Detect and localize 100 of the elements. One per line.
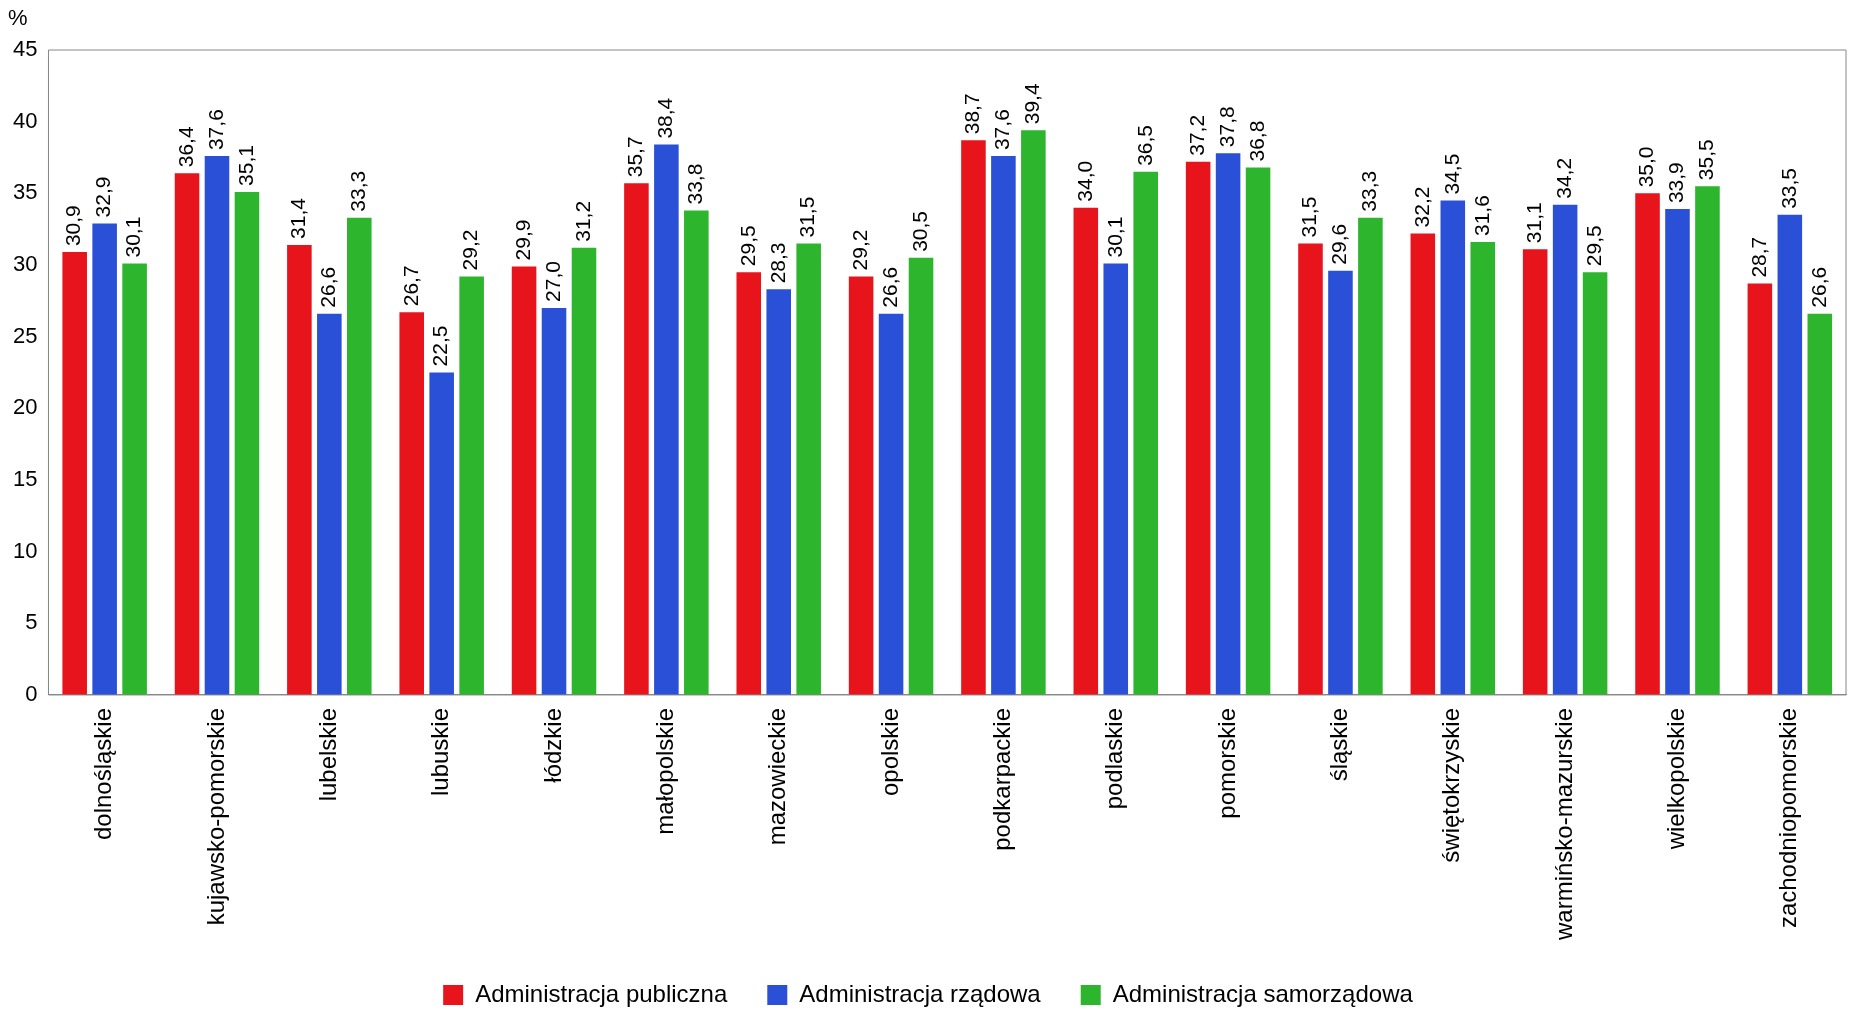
- bar: [1695, 186, 1720, 695]
- y-tick-label: 40: [12, 107, 38, 133]
- bar: [654, 144, 679, 695]
- bar: [1582, 272, 1608, 695]
- data-label: 33,8: [683, 163, 707, 205]
- data-label: 31,2: [570, 200, 594, 242]
- y-tick-label: 15: [12, 466, 38, 492]
- legend-label: Administracja samorządowa: [1112, 979, 1414, 1007]
- bar: [991, 156, 1016, 695]
- data-label: 31,6: [1469, 195, 1493, 237]
- bar: [347, 217, 372, 695]
- data-label: 39,4: [1020, 83, 1044, 125]
- x-tick-label: opolskie: [875, 707, 903, 797]
- data-label: 28,7: [1746, 236, 1770, 278]
- bar: [174, 173, 200, 695]
- bar: [1298, 243, 1323, 695]
- data-label: 30,1: [121, 216, 145, 258]
- x-tick-label: kujawsko-pomorskie: [201, 707, 229, 926]
- bar: [878, 313, 904, 695]
- bar: [796, 243, 821, 695]
- bar: [62, 252, 87, 695]
- x-tick-label: podkarpackie: [988, 707, 1016, 851]
- data-label: 31,1: [1521, 202, 1545, 244]
- bar: [92, 223, 117, 695]
- bar: [541, 307, 567, 695]
- x-tick-label: lubelskie: [313, 707, 341, 802]
- bar: [684, 210, 709, 695]
- bar: [1021, 130, 1046, 695]
- x-tick-label: lubuskie: [426, 707, 454, 797]
- y-tick-label: 45: [12, 36, 38, 62]
- data-label: 29,5: [1581, 225, 1605, 267]
- bar: [736, 272, 762, 695]
- bar: [1747, 283, 1773, 695]
- y-tick-label: 35: [12, 179, 38, 205]
- bar: [1185, 161, 1211, 695]
- data-label: 27,0: [540, 261, 564, 302]
- data-label: 32,2: [1409, 186, 1433, 228]
- bar: [1245, 167, 1271, 695]
- data-label: 35,1: [233, 145, 257, 186]
- bar: [848, 276, 874, 695]
- x-tick-label: małopolskie: [651, 707, 678, 835]
- data-label: 34,2: [1551, 157, 1575, 199]
- bar: [511, 266, 537, 695]
- data-label: 32,9: [91, 176, 115, 218]
- data-label: 35,0: [1634, 146, 1658, 188]
- x-tick-label: śląskie: [1325, 707, 1353, 782]
- data-label: 26,7: [398, 265, 422, 307]
- bar: [1215, 153, 1241, 695]
- data-label: 31,4: [286, 197, 310, 239]
- bar: [1665, 209, 1690, 695]
- data-label: 34,0: [1072, 160, 1096, 202]
- bar: [1522, 249, 1548, 695]
- data-label: 26,6: [1806, 266, 1830, 308]
- data-label: 34,5: [1439, 153, 1463, 195]
- x-tick-label: pomorskie: [1212, 707, 1240, 819]
- bar: [1103, 263, 1129, 695]
- data-label: 35,5: [1694, 139, 1718, 181]
- data-label: 33,5: [1776, 167, 1800, 209]
- data-label: 33,3: [1357, 170, 1381, 212]
- bar: [624, 183, 649, 695]
- data-label: 26,6: [316, 266, 340, 308]
- bar: [1635, 193, 1660, 695]
- y-tick-label: 10: [12, 537, 38, 563]
- data-label: 30,1: [1102, 216, 1126, 258]
- x-tick-label: mazowieckie: [763, 707, 791, 846]
- data-label: 26,6: [877, 266, 901, 308]
- bar: [204, 156, 230, 695]
- data-label: 31,5: [1297, 196, 1321, 238]
- y-tick-label: 0: [25, 681, 38, 707]
- bar: [317, 313, 342, 695]
- x-tick-label: dolnośląskie: [89, 707, 117, 841]
- data-label: 28,3: [765, 242, 789, 284]
- x-tick-label: łódzkie: [538, 707, 566, 783]
- data-label: 29,2: [847, 229, 871, 271]
- bar: [766, 289, 791, 695]
- x-tick-label: świętokrzyskie: [1437, 707, 1465, 863]
- y-tick-label: 30: [12, 251, 38, 277]
- data-label: 29,9: [510, 219, 534, 261]
- bar: [1807, 313, 1833, 695]
- bar: [961, 140, 986, 695]
- bar: [571, 247, 597, 695]
- x-tick-label: wielkopolskie: [1662, 707, 1690, 851]
- data-label: 36,5: [1132, 124, 1156, 166]
- bar: [429, 372, 454, 695]
- data-label: 37,8: [1214, 106, 1238, 148]
- bar: [1358, 217, 1383, 695]
- data-label: 22,5: [428, 325, 452, 367]
- data-label: 37,2: [1184, 114, 1208, 156]
- bar: [399, 312, 425, 695]
- bar: [459, 276, 484, 695]
- data-label: 38,7: [960, 93, 984, 135]
- bar: [1410, 233, 1436, 695]
- data-label: 36,8: [1244, 120, 1268, 162]
- data-label: 30,9: [61, 205, 85, 247]
- bar: [234, 191, 260, 695]
- bar: [287, 244, 312, 695]
- bar: [1777, 214, 1803, 695]
- bar: [1440, 200, 1466, 695]
- bar: [122, 263, 147, 695]
- data-label: 33,3: [346, 170, 370, 212]
